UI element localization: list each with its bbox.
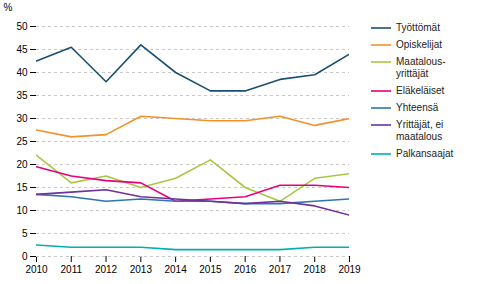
svg-text:2010: 2010 (25, 264, 48, 275)
svg-text:15: 15 (16, 182, 28, 193)
svg-text:20: 20 (16, 159, 28, 170)
svg-text:0: 0 (22, 251, 28, 262)
svg-text:25: 25 (16, 136, 28, 147)
svg-text:45: 45 (16, 44, 28, 55)
html-text:Työttömät: Työttömät (396, 22, 440, 33)
svg-text:2017: 2017 (269, 264, 292, 275)
svg-text:2015: 2015 (199, 264, 222, 275)
svg-text:2011: 2011 (61, 264, 83, 275)
svg-text:2016: 2016 (234, 264, 257, 275)
svg-text:2013: 2013 (130, 264, 153, 275)
svg-text:2018: 2018 (304, 264, 327, 275)
html-text:Yhteensä: Yhteensä (396, 102, 439, 113)
svg-text:10: 10 (16, 205, 28, 216)
svg-text:2019: 2019 (338, 264, 361, 275)
html-text:Maatalous- yrittäjät: Maatalous- yrittäjät (396, 56, 446, 79)
html-text:Eläkeläiset: Eläkeläiset (396, 85, 445, 96)
svg-text:40: 40 (16, 67, 28, 78)
html-text:Opiskelijat: Opiskelijat (396, 39, 443, 50)
svg-text:%: % (4, 2, 13, 13)
svg-text:30: 30 (16, 113, 28, 124)
html-text:Palkansaajat: Palkansaajat (396, 148, 454, 159)
svg-text:5: 5 (22, 228, 28, 239)
html-text:Yrittäjät, ei maatalous: Yrittäjät, ei maatalous (396, 119, 444, 142)
svg-text:2012: 2012 (95, 264, 118, 275)
svg-text:50: 50 (16, 21, 28, 32)
svg-text:2014: 2014 (164, 264, 187, 275)
svg-text:35: 35 (16, 90, 28, 101)
